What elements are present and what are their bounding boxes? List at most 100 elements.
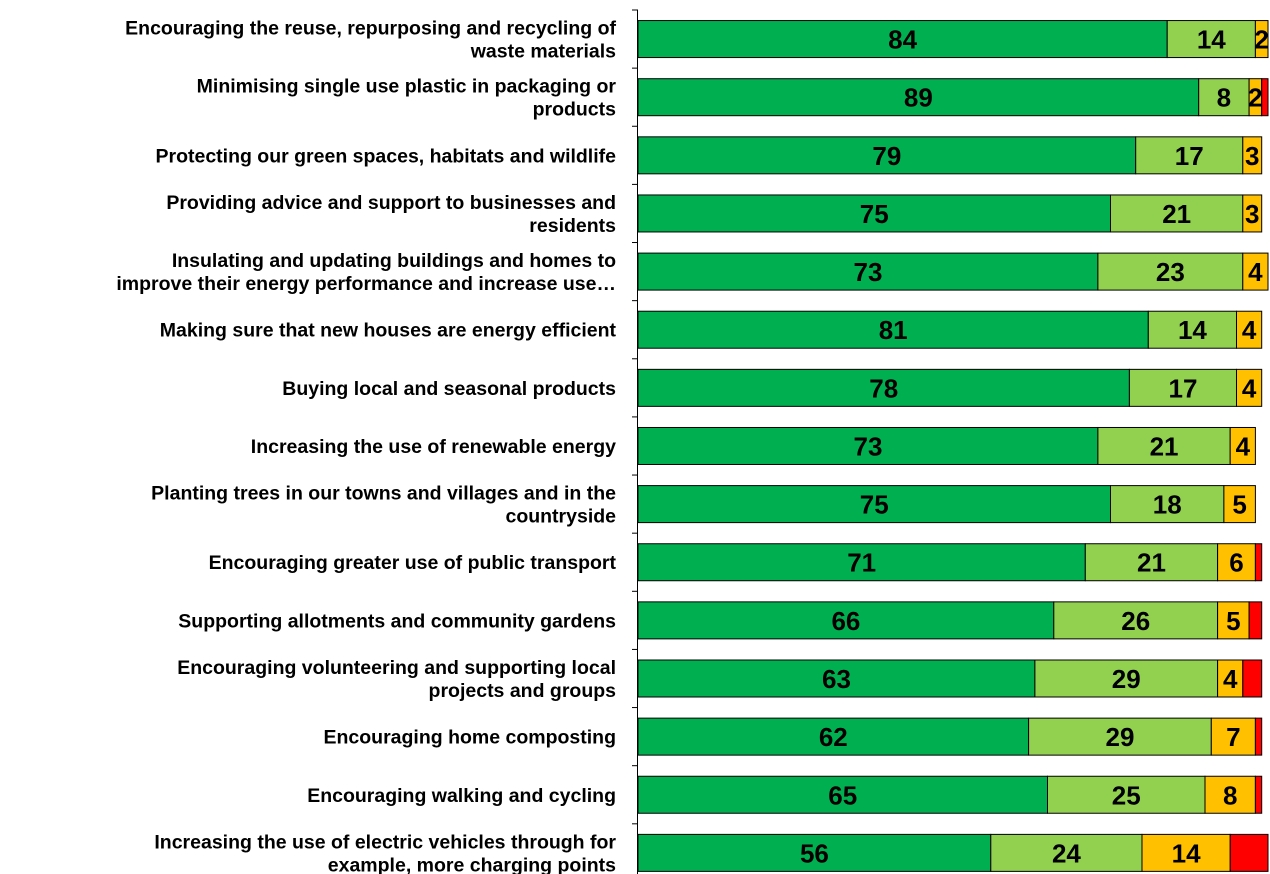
data-label: 4 [1223,664,1238,694]
axis-layer [632,9,638,874]
bar-segment-3 [1223,485,1256,524]
data-label: 62 [819,722,848,752]
bar-segment-3 [1229,426,1256,465]
data-label: 66 [831,606,860,636]
data-label: 18 [1153,490,1182,520]
data-label: 14 [1178,315,1207,345]
category-label: Providing advice and support to business… [166,192,616,237]
bar-segment-2 [1166,20,1256,59]
bar-segment-3 [1236,368,1263,407]
bar-segment-3 [1210,717,1256,756]
bar-segment-3 [1217,659,1244,698]
bar-segment-2 [1135,136,1244,175]
bar-segment-1 [637,310,1149,349]
data-label: 26 [1121,606,1150,636]
data-label: 4 [1242,373,1257,403]
data-label: 4 [1242,315,1257,345]
bar-segment-1 [637,601,1055,640]
bar-segment-1 [637,659,1036,698]
category-label: Protecting our green spaces, habitats an… [155,145,616,167]
data-label: 5 [1232,490,1246,520]
data-label: 17 [1168,373,1197,403]
bar-segment-3 [1204,775,1256,814]
category-label: Encouraging walking and cycling [307,785,616,807]
bar-segment-1 [637,20,1168,59]
data-label: 7 [1226,722,1240,752]
data-label: 17 [1175,141,1204,171]
category-label: Buying local and seasonal products [282,378,616,400]
data-label: 14 [1172,838,1201,868]
data-label: 78 [869,373,898,403]
data-label: 25 [1112,780,1141,810]
data-label: 24 [1052,838,1081,868]
bar-segment-4 [1242,659,1263,698]
bar-segment-1 [637,833,992,872]
bar-segment-3 [1217,543,1256,582]
data-label: 29 [1105,722,1134,752]
bar-segment-2 [1110,194,1244,233]
data-label: 29 [1112,664,1141,694]
category-label: Encouraging home composting [323,727,616,749]
category-labels: Encouraging the reuse, repurposing and r… [116,18,616,874]
data-label: 81 [879,315,908,345]
data-label: 71 [847,548,876,578]
data-label: 4 [1248,257,1263,287]
data-label: 6 [1229,548,1243,578]
category-label: Supporting allotments and community gard… [178,610,616,632]
bar-segment-1 [637,252,1099,291]
bars-layer: 84 14 289 8 279 17 375 21 373 23 481 14 478 17 473 21 47… [637,20,1269,872]
data-label: 2 [1254,25,1268,55]
bar-segment-1 [637,368,1130,407]
bar-segment-1 [637,194,1111,233]
bar-segment-3 [1236,310,1263,349]
bar-segment-1 [637,426,1099,465]
data-label: 89 [904,83,933,113]
category-label: Minimising single use plastic in packagi… [197,76,617,121]
data-label: 2 [1248,83,1262,113]
data-label: 21 [1137,548,1166,578]
bar-segment-3 [1217,601,1250,640]
bar-segment-3 [1254,20,1269,59]
data-label: 3 [1245,199,1259,229]
category-label: Encouraging volunteering and supporting … [177,657,616,702]
data-label: 63 [822,664,851,694]
data-label: 75 [860,199,889,229]
data-label: 73 [853,431,882,461]
bar-segment-2 [1198,78,1250,117]
bar-segment-3 [1242,136,1263,175]
data-label: 73 [853,257,882,287]
bar-segment-2 [1028,717,1212,756]
data-label: 84 [888,25,917,55]
bar-segment-2 [990,833,1143,872]
data-label: 5 [1226,606,1240,636]
bar-segment-3 [1242,194,1263,233]
bar-segment-4 [1254,543,1263,582]
data-label: 8 [1223,780,1237,810]
category-label: Increasing the use of renewable energy [251,436,616,458]
category-label: Increasing the use of electric vehicles … [154,831,616,874]
bar-segment-3 [1242,252,1269,291]
category-label: Encouraging the reuse, repurposing and r… [125,18,616,63]
bar-segment-1 [637,543,1086,582]
data-label: 4 [1236,431,1251,461]
bar-segment-2 [1097,252,1244,291]
data-label: 21 [1162,199,1191,229]
data-label: 21 [1150,431,1179,461]
bar-segment-1 [637,717,1030,756]
bar-segment-1 [637,485,1111,524]
data-label: 56 [800,838,829,868]
bar-segment-4 [1254,775,1263,814]
bar-segment-4 [1248,601,1263,640]
data-label: 79 [872,141,901,171]
data-label: 3 [1245,141,1259,171]
data-label: 14 [1197,25,1226,55]
bar-segment-2 [1128,368,1238,407]
bar-segment-4 [1261,78,1269,117]
data-label: 75 [860,490,889,520]
bar-segment-2 [1084,543,1219,582]
category-label: Making sure that new houses are energy e… [160,320,617,342]
data-label: 65 [828,780,857,810]
bar-segment-4 [1229,833,1269,872]
